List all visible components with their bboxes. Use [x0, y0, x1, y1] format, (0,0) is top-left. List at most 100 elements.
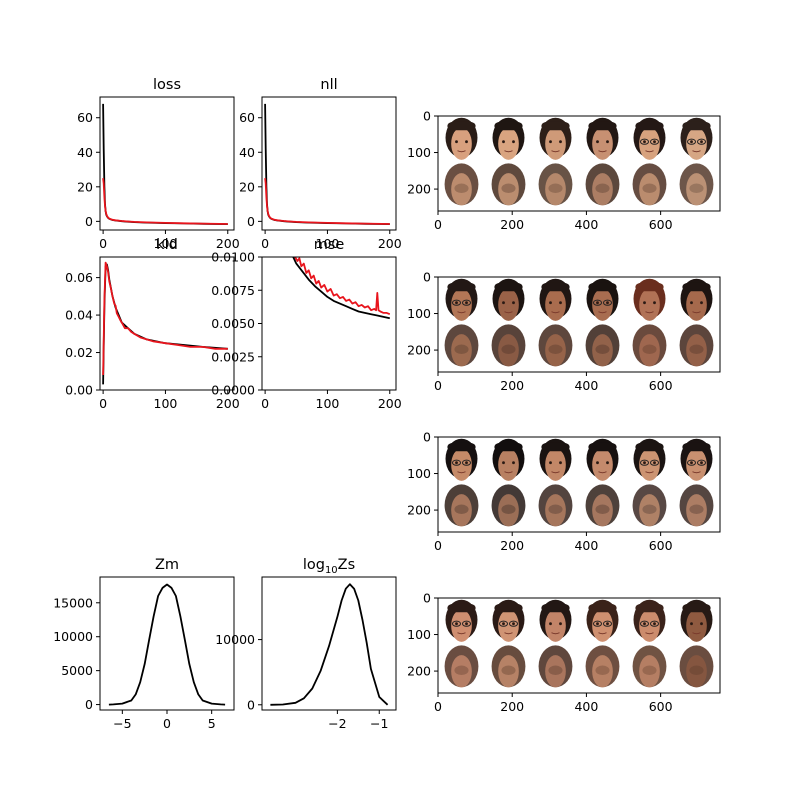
series-line-0 — [102, 103, 228, 225]
face-reconstruction — [538, 324, 573, 367]
face-original — [492, 278, 525, 321]
y-tick-label: 0.0075 — [211, 283, 255, 298]
axes-frame — [99, 256, 235, 391]
face-reconstruction — [679, 645, 714, 688]
face-original — [633, 117, 666, 160]
series-line-0 — [270, 583, 389, 706]
face-original — [492, 438, 525, 481]
y-tick-label: 0 — [85, 214, 93, 229]
axes-nll: 0 100 200 0 20 40 60 nll — [239, 77, 402, 251]
axes-zm: −5 0 5 0 5000 10000 15000 Zm — [53, 557, 235, 731]
y-tick-label: 0 — [85, 697, 93, 712]
x-tick-label: 200 — [378, 236, 402, 251]
face-original — [633, 278, 666, 321]
y-tick-label: 0 — [247, 697, 255, 712]
y-tick-label: 20 — [77, 179, 93, 194]
x-tick-label: 600 — [649, 538, 673, 553]
face-original — [492, 117, 525, 160]
x-tick-label: 400 — [574, 378, 598, 393]
series-line-1 — [264, 178, 390, 225]
face-original — [680, 117, 713, 160]
x-tick-label: 200 — [500, 217, 524, 232]
x-tick-label: 0 — [163, 716, 171, 731]
y-tick-label: 40 — [77, 145, 93, 160]
y-tick-label: 0.0000 — [211, 383, 255, 398]
face-reconstruction — [538, 484, 573, 527]
face-original — [586, 117, 619, 160]
axes-frame — [437, 436, 721, 533]
x-tick-label: 100 — [316, 236, 340, 251]
face-original — [586, 599, 619, 642]
image-area — [438, 116, 720, 211]
y-tick-label: 0 — [423, 430, 431, 445]
y-tick-label: 5000 — [61, 663, 93, 678]
face-original — [633, 438, 666, 481]
y-tick-label: 0.06 — [65, 270, 93, 285]
face-original — [539, 278, 572, 321]
y-tick-label: 10000 — [215, 632, 255, 647]
x-tick-label: −2 — [328, 716, 346, 731]
face-original — [680, 599, 713, 642]
y-tick-label: 200 — [407, 343, 431, 358]
chart-title: Zm — [155, 557, 179, 573]
y-tick-label: 200 — [407, 503, 431, 518]
y-tick-label: 40 — [239, 145, 255, 160]
face-reconstruction — [444, 324, 479, 367]
x-tick-label: 200 — [216, 396, 240, 411]
face-original — [680, 438, 713, 481]
x-tick-label: 0 — [434, 217, 442, 232]
axes-log10zs: −2 −1 0 10000 log10Zs — [215, 557, 397, 731]
face-original — [539, 117, 572, 160]
image-area — [438, 277, 720, 372]
axes-frame — [99, 576, 235, 711]
face-reconstruction — [491, 484, 526, 527]
x-tick-label: 100 — [154, 396, 178, 411]
face-reconstruction — [585, 163, 620, 206]
series-line-0 — [292, 257, 390, 320]
axes-frame — [437, 115, 721, 212]
y-tick-label: 15000 — [53, 595, 93, 610]
chart-title: loss — [153, 77, 181, 93]
image-area — [438, 598, 720, 693]
face-reconstruction — [538, 163, 573, 206]
axes-faces1: 0 200 400 600 0 100 200 — [407, 109, 721, 232]
y-tick-label: 60 — [239, 110, 255, 125]
face-reconstruction — [491, 163, 526, 206]
x-tick-label: 0 — [261, 236, 269, 251]
y-tick-label: 100 — [407, 627, 431, 642]
y-tick-label: 0.0025 — [211, 349, 255, 364]
y-tick-label: 0 — [423, 270, 431, 285]
series-line-0 — [108, 583, 226, 706]
series-line-1 — [102, 261, 228, 376]
face-reconstruction — [679, 484, 714, 527]
face-reconstruction — [444, 645, 479, 688]
y-tick-label: 200 — [407, 664, 431, 679]
face-original — [586, 278, 619, 321]
y-tick-label: 0 — [423, 591, 431, 606]
face-original — [445, 278, 478, 321]
face-original — [539, 438, 572, 481]
face-reconstruction — [444, 163, 479, 206]
y-tick-label: 0 — [423, 109, 431, 124]
axes-frame — [261, 256, 397, 391]
series-line-1 — [294, 257, 391, 316]
x-tick-label: 5 — [208, 716, 216, 731]
face-reconstruction — [632, 484, 667, 527]
x-tick-label: 0 — [434, 538, 442, 553]
x-tick-label: 0 — [434, 378, 442, 393]
x-tick-label: 100 — [154, 236, 178, 251]
face-original — [445, 599, 478, 642]
chart-title: nll — [320, 77, 337, 93]
face-original — [445, 117, 478, 160]
x-tick-label: 200 — [500, 699, 524, 714]
x-tick-label: 600 — [649, 378, 673, 393]
axes-loss: 0 100 200 0 20 40 60 loss — [77, 77, 240, 251]
y-tick-label: 0.0050 — [211, 316, 255, 331]
y-tick-label: 0.02 — [65, 345, 93, 360]
chart-title: log10Zs — [303, 557, 355, 576]
face-reconstruction — [585, 484, 620, 527]
y-tick-label: 0.00 — [65, 383, 93, 398]
x-tick-label: 100 — [316, 396, 340, 411]
x-tick-label: 0 — [261, 396, 269, 411]
